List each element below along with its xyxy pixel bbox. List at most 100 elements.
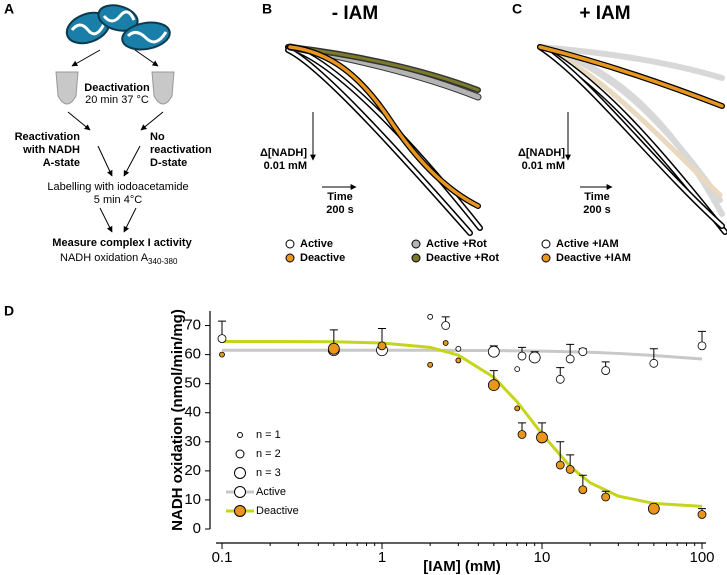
fit-curve [222, 340, 703, 508]
y-tick-label: 30 [184, 433, 201, 450]
scale-label: 200 s [583, 204, 611, 216]
scale-label: 200 s [326, 204, 354, 216]
scale-label: 0.01 mM [264, 160, 307, 172]
data-point [647, 502, 660, 515]
scale-label: Time [584, 191, 609, 203]
scale-label: 0.01 mM [522, 160, 565, 172]
data-point [377, 341, 387, 351]
legend-label: Active +IAM [556, 238, 619, 250]
panel-c: C + IAM Δ[NADH] 0.01 mM Time 200 s Activ… [512, 1, 727, 264]
y-tick-label: 10 [184, 491, 201, 508]
legend-label: Deactive +IAM [556, 252, 631, 264]
readout-subscript: 340-380 [148, 257, 178, 266]
legend-label: Active +Rot [426, 238, 487, 250]
data-point [455, 345, 462, 352]
legend-label: Deactive [256, 505, 299, 517]
data-point [565, 465, 575, 474]
x-tick-label: 10 [534, 549, 551, 566]
y-axis-label: NADH oxidation (nmol/min/mg) [169, 309, 186, 531]
arrow [67, 111, 91, 131]
data-point [517, 351, 527, 361]
data-point [427, 361, 434, 368]
data-point [217, 334, 227, 344]
panel-letter: A [4, 1, 14, 17]
data-point [555, 460, 565, 470]
panel-b: B - IAM Δ[NADH] 0.01 mM Time 200 s Activ… [260, 1, 499, 264]
trace-active [286, 48, 472, 235]
arrow [123, 207, 137, 233]
legend-marker [234, 505, 246, 517]
arrow [134, 49, 159, 67]
y-tick-label: 50 [184, 375, 201, 392]
mitochondria-icon [65, 4, 171, 51]
branch-label: Reactivation [15, 131, 81, 143]
data-point [487, 379, 500, 392]
branch-label: No [150, 131, 165, 143]
panel-letter: B [262, 1, 272, 17]
y-tick-label: 60 [184, 346, 201, 363]
legend-marker [541, 239, 551, 249]
legend: Active Deactive Active +Rot Deactive +Rot [285, 238, 499, 264]
legend-label: Deactive +Rot [426, 252, 499, 264]
data-point [442, 340, 449, 346]
y-tick-label: 0 [193, 520, 201, 537]
trace-deactive [288, 45, 480, 208]
x-tick-label: 100 [689, 549, 714, 566]
data-point [327, 342, 340, 355]
data-point [514, 366, 521, 373]
readout: NADH oxidation A340-380 [60, 252, 178, 266]
panel-title: - IAM [332, 3, 378, 24]
y-tick-label: 70 [184, 317, 201, 334]
scale-label: Δ[NADH] [518, 147, 565, 159]
data-point [514, 405, 521, 412]
legend-label: Active [300, 238, 333, 250]
y-tick-label: 40 [184, 404, 201, 421]
legend-marker [234, 486, 246, 498]
data-point [528, 351, 541, 364]
scale-label: Δ[NADH] [260, 147, 307, 159]
tube-icon [55, 71, 79, 105]
trace-deactive [538, 45, 724, 108]
data-point [601, 492, 611, 502]
panel-title: + IAM [579, 3, 630, 24]
data-point [219, 351, 225, 358]
size-legend-marker [234, 467, 246, 479]
data-point [536, 431, 548, 444]
trace-faint [537, 44, 725, 81]
branch-label: reactivation [150, 144, 212, 156]
size-legend-marker [237, 432, 243, 438]
legend-marker [285, 253, 295, 263]
data-point [455, 357, 462, 364]
branch-label: A-state [43, 157, 80, 169]
legend: Active +IAM Deactive +IAM [541, 238, 631, 264]
step-condition: 5 min 4°C [94, 194, 142, 206]
data-point [441, 321, 451, 330]
panel-letter: D [4, 303, 14, 319]
data-point [578, 485, 588, 495]
data-point [427, 313, 434, 320]
data-point [487, 345, 500, 358]
step-condition: 20 min 37 °C [85, 94, 149, 106]
size-legend-label: n = 2 [256, 448, 281, 460]
legend-label: Active [256, 486, 286, 498]
y-tick-label: 20 [184, 462, 201, 479]
step-label: Measure complex I activity [52, 237, 192, 249]
branch-label: with NADH [22, 144, 80, 156]
step-label: Deactivation [84, 82, 150, 94]
fit-curve [222, 348, 703, 361]
legend-marker [411, 253, 421, 263]
arrow [97, 145, 113, 177]
size-legend-label: n = 3 [256, 467, 281, 479]
branch-label: D-state [150, 157, 187, 169]
data-point [601, 366, 611, 375]
arrow [99, 207, 113, 233]
x-tick-label: 0.1 [212, 549, 233, 566]
data-point [565, 354, 575, 364]
legend-marker [541, 253, 551, 263]
x-axis-label: [IAM] (mM) [423, 558, 500, 575]
traces [285, 43, 483, 236]
readout-text: NADH oxidation A [60, 252, 149, 264]
data-point [697, 341, 707, 351]
arrow [140, 111, 164, 131]
